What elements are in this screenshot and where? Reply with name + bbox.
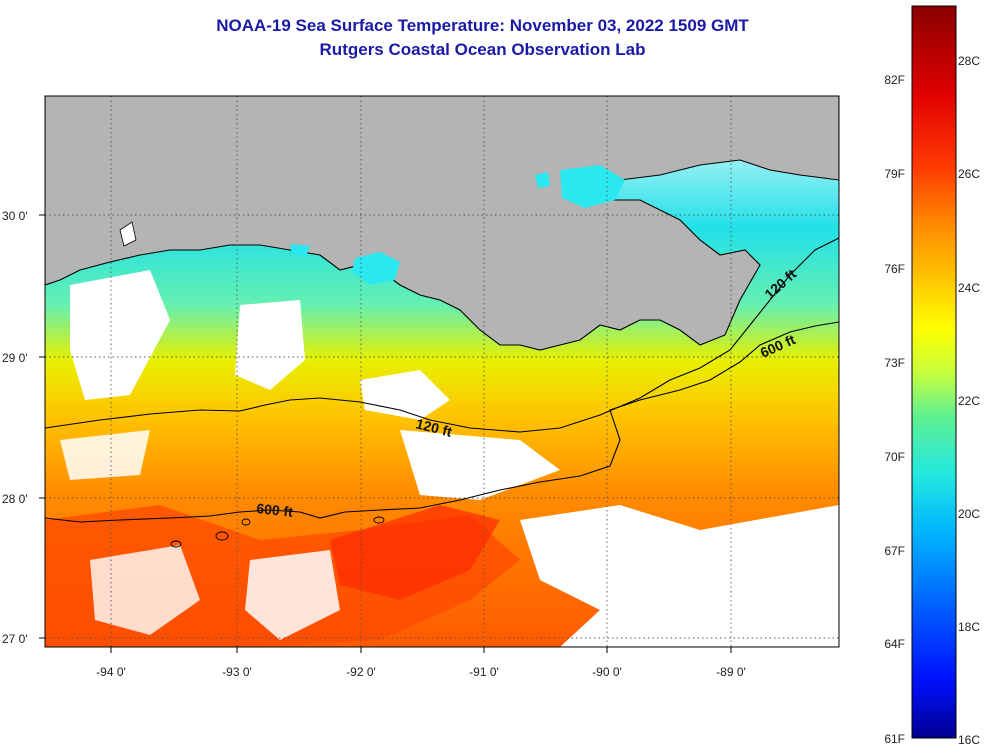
contour-600ft — [45, 321, 839, 523]
colorbar-c-label: 18C — [958, 620, 980, 634]
contour-120ft — [45, 237, 839, 433]
contour-closed — [241, 518, 251, 526]
lon-tick-label: -94 0' — [96, 665, 126, 679]
colorbar-c-label: 26C — [958, 167, 980, 181]
vermilion-bay — [352, 252, 400, 285]
colorbar-c-labels: 28C 26C 24C 22C 20C 18C 16C — [958, 54, 980, 747]
map-title: NOAA-19 Sea Surface Temperature: Novembe… — [216, 16, 749, 35]
lake-maurepas — [535, 172, 550, 188]
plot-frame — [44, 95, 840, 648]
contour-closed — [170, 540, 182, 548]
calcasieu-lake — [290, 244, 310, 256]
colorbar-f-labels: 82F 79F 76F 73F 70F 67F 64F 61F — [884, 73, 905, 746]
cloud-patch — [360, 370, 450, 420]
colorbar-f-label: 67F — [884, 544, 905, 558]
cloud-patch — [245, 550, 340, 640]
colorbar-f-label: 73F — [884, 356, 905, 370]
colorbar-f-label: 70F — [884, 450, 905, 464]
lon-tick-label: -92 0' — [346, 665, 376, 679]
lon-tick-label: -89 0' — [716, 665, 746, 679]
colorbar-c-label: 28C — [958, 54, 980, 68]
colorbar-c-label: 22C — [958, 394, 980, 408]
colorbar-f-label: 61F — [884, 732, 905, 746]
map-subtitle: Rutgers Coastal Ocean Observation Lab — [319, 40, 646, 59]
colorbar-c-label: 20C — [958, 507, 980, 521]
sst-plot-area: 120 ft 120 ft 600 ft 600 ft — [45, 96, 839, 647]
contour-closed — [373, 516, 385, 524]
colorbar-f-label: 64F — [884, 637, 905, 651]
warm-patch-central — [330, 505, 500, 600]
colorbar-f-label: 76F — [884, 262, 905, 276]
lat-tick-label: 28 0' — [2, 492, 28, 506]
lake-pontchartrain — [560, 165, 625, 208]
cloud-patch — [400, 430, 560, 500]
lon-tick-label: -90 0' — [592, 665, 622, 679]
colorbar — [911, 5, 957, 739]
lat-tick-label: 29 0' — [2, 351, 28, 365]
sabine-lake — [119, 221, 137, 247]
colorbar-c-label: 16C — [958, 733, 980, 747]
cloud-patch — [520, 505, 839, 647]
contour-closed — [215, 531, 229, 541]
colorbar-f-label: 79F — [884, 167, 905, 181]
colorbar-c-label: 24C — [958, 281, 980, 295]
graticule — [45, 96, 839, 647]
axis-ticks — [39, 214, 732, 653]
lon-tick-label: -91 0' — [469, 665, 499, 679]
cloud-patch — [70, 270, 170, 400]
lat-tick-label: 30 0' — [2, 209, 28, 223]
lon-tick-label: -93 0' — [222, 665, 252, 679]
cloud-patch — [235, 300, 305, 390]
lat-tick-label: 27 0' — [2, 632, 28, 646]
cloud-patch — [90, 545, 200, 635]
cloud-patch — [60, 430, 150, 480]
contour-label: 600 ft — [256, 500, 294, 520]
colorbar-f-label: 82F — [884, 73, 905, 87]
